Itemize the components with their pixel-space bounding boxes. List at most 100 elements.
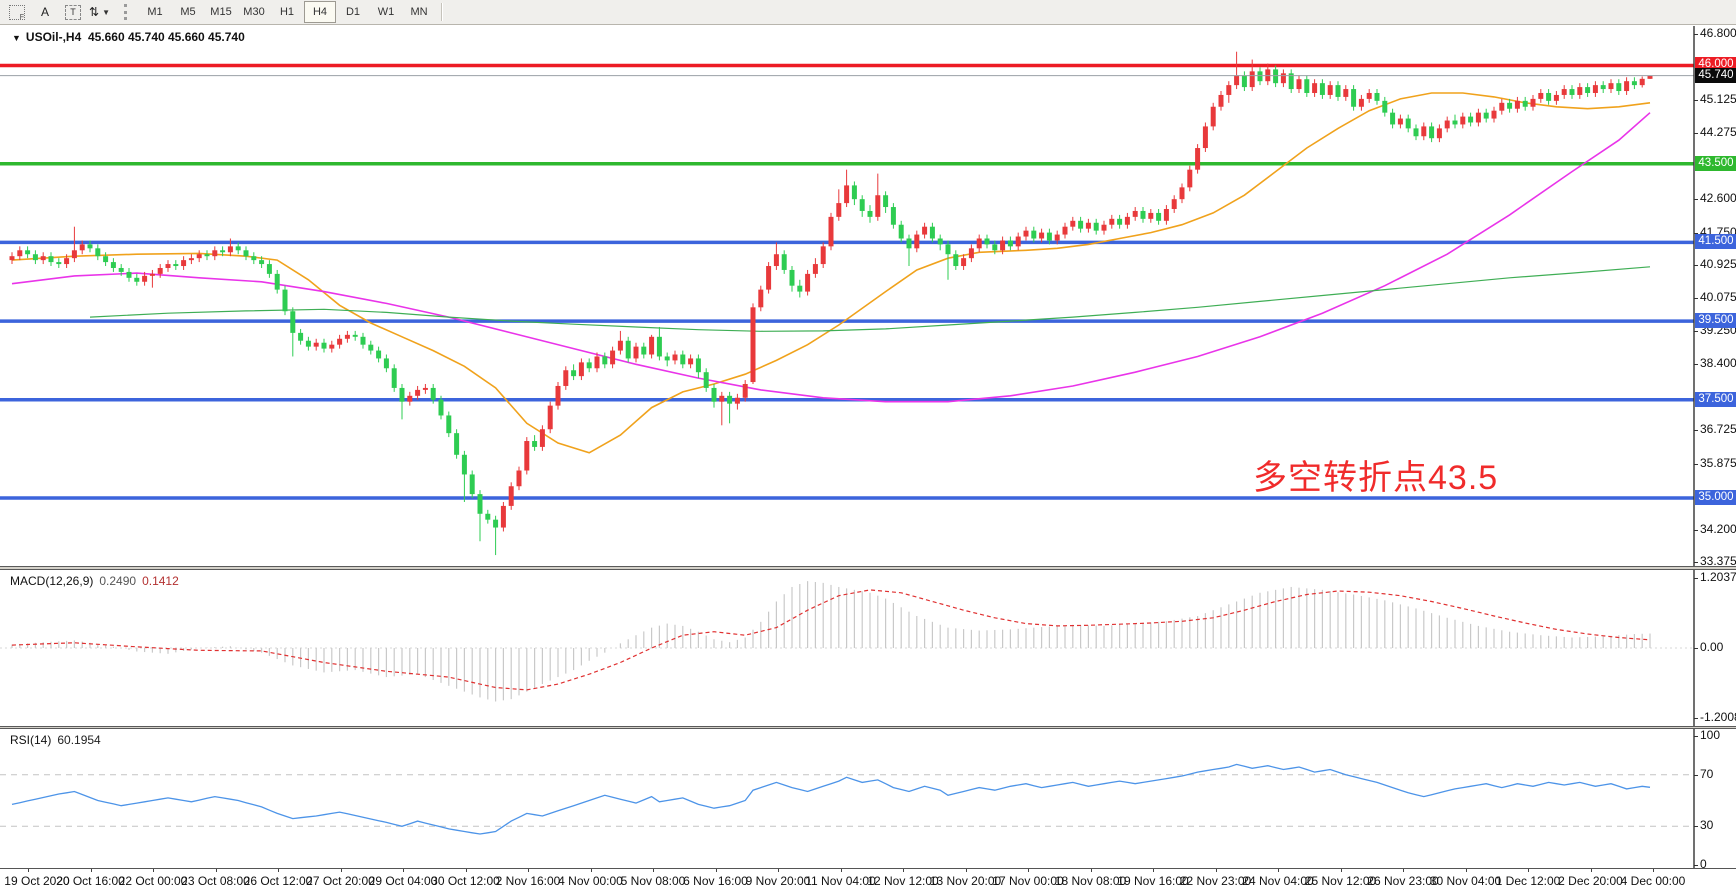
rsi-tick [1694, 774, 1698, 776]
candle-body [1273, 69, 1279, 84]
time-tick [1340, 869, 1342, 872]
candle-body [493, 519, 499, 528]
time-tick [1153, 869, 1154, 872]
timeframe-button-m30[interactable]: M30 [243, 6, 265, 18]
candle-body [1312, 83, 1318, 93]
candle-body [1062, 226, 1068, 235]
candle-body [360, 336, 366, 345]
candle-body [578, 362, 584, 377]
candle-body [922, 226, 928, 235]
price-tick [1694, 561, 1698, 563]
candle-body [1257, 71, 1263, 82]
macd-tick [1694, 648, 1698, 649]
toolbar-drag-handle[interactable] [124, 4, 131, 20]
candle-body [836, 203, 842, 217]
candle-body [906, 238, 912, 249]
candle-body [555, 385, 561, 406]
timeframe-button-mn[interactable]: MN [410, 6, 428, 18]
time-axis-label: 26 Nov 23:00 [1367, 874, 1439, 888]
candle-body [1553, 94, 1559, 101]
timeframe-button-m1[interactable]: M1 [147, 6, 163, 18]
candle-body [859, 199, 865, 211]
candle-body [415, 389, 421, 396]
candle-body [1522, 100, 1528, 107]
rsi-plot[interactable] [0, 729, 1736, 868]
chevron-down-icon: ▼ [102, 7, 110, 17]
candle-body [313, 342, 319, 347]
candle-body [329, 344, 335, 349]
candle-body [1288, 73, 1294, 90]
candle-body [539, 429, 545, 447]
candle-body [9, 256, 15, 261]
macd-tick [1694, 578, 1698, 579]
candle-body [1343, 89, 1349, 97]
price-tick [1694, 298, 1698, 300]
rsi-tick-label: 30 [1700, 818, 1714, 833]
time-tick [1528, 869, 1529, 872]
candle-body [1101, 224, 1107, 231]
candle-body [844, 185, 850, 204]
annotation-text[interactable]: 多空转折点43.5 [1253, 459, 1499, 497]
candle-body [1179, 187, 1185, 200]
time-tick [28, 869, 29, 872]
rsi-label: RSI(14) 60.1954 [10, 733, 101, 747]
candle-body [1070, 220, 1076, 227]
price-level-badge-37.500: 37.500 [1695, 391, 1736, 407]
time-tick [1090, 869, 1092, 872]
candle-body [118, 267, 124, 272]
candle-body [126, 271, 132, 278]
price-tick [1694, 99, 1698, 101]
text-box-button[interactable]: T [60, 1, 86, 23]
arrange-objects-button[interactable]: ⇅ ▼ [88, 1, 114, 23]
timeframe-button-m15[interactable]: M15 [210, 6, 232, 18]
candle-body [1444, 120, 1450, 129]
text-label-button[interactable]: A [32, 1, 58, 23]
time-axis[interactable]: 19 Oct 2020 20 Oct 16:00 22 Oct 00:00 23 Oc… [0, 868, 1736, 892]
macd-plot[interactable] [0, 570, 1736, 726]
candle-body [391, 368, 397, 388]
candle-body [368, 344, 374, 351]
macd-tick [1694, 717, 1698, 719]
candle-body [64, 258, 70, 265]
main-chart-plot[interactable] [0, 26, 1736, 566]
timeframe-button-h1[interactable]: H1 [279, 6, 295, 18]
time-tick [903, 869, 904, 872]
main-chart-panel[interactable]: ▼ USOil-,H4 45.660 45.740 45.660 45.740 多… [0, 26, 1736, 568]
time-axis-label: 2 Dec 20:00 [1558, 874, 1623, 888]
timeframe-button-m5[interactable]: M5 [180, 6, 196, 18]
candle-body [1436, 128, 1442, 139]
timeframe-button-h4[interactable]: H4 [304, 1, 336, 23]
candle-body [516, 470, 522, 487]
candle-body [344, 334, 350, 339]
ma-mid-magenta [11, 112, 1651, 403]
candle-body [1491, 110, 1497, 119]
candle-body [1304, 79, 1310, 93]
chart-grid-button[interactable]: F [4, 1, 30, 23]
candle-body [875, 195, 881, 217]
toolbar-separator [441, 3, 443, 21]
candle-body [851, 185, 857, 200]
rsi-panel[interactable]: RSI(14) 60.1954 100 70 30 0 [0, 728, 1736, 871]
candle-body [173, 264, 179, 267]
panel-splitter[interactable] [0, 726, 1736, 729]
candle-body [524, 441, 530, 471]
timeframe-button-d1[interactable]: D1 [345, 6, 361, 18]
chart-expander-icon[interactable]: ▼ [12, 33, 21, 43]
candle-body [1624, 81, 1630, 92]
candle-body [1460, 116, 1466, 125]
price-tick-label: 36.725 [1700, 422, 1736, 437]
candle-body [430, 387, 436, 400]
candle-body [766, 266, 772, 290]
time-tick [278, 869, 279, 872]
macd-panel[interactable]: MACD(12,26,9) 0.2490 0.1412 1.2037 0.00 -1.2… [0, 570, 1736, 726]
macd-signal-line [11, 589, 1651, 691]
time-axis-label: 26 Oct 12:00 [243, 874, 313, 888]
time-axis-label: 18 Nov 08:00 [1054, 874, 1127, 888]
candle-body [625, 340, 631, 359]
timeframe-button-w1[interactable]: W1 [377, 6, 395, 18]
time-axis-label: 22 Nov 23:00 [1179, 874, 1252, 888]
panel-splitter[interactable] [0, 566, 1736, 570]
candle-body [695, 358, 701, 373]
candle-body [227, 246, 233, 253]
candle-body [1171, 199, 1177, 210]
